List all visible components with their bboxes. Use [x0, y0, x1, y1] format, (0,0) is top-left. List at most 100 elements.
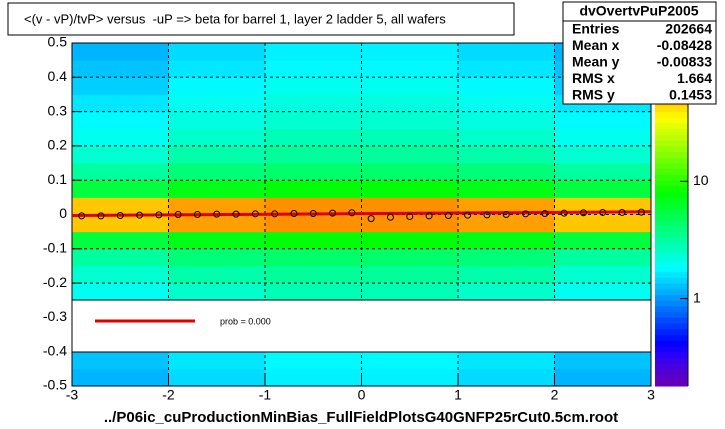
colorbar-step: [655, 197, 688, 204]
heat-cell: [458, 214, 555, 233]
colorbar-step: [655, 208, 688, 215]
profile-point: [386, 213, 394, 221]
profile-point: [444, 212, 452, 220]
colorbar-step: [655, 117, 688, 124]
heat-cell: [458, 94, 555, 113]
stats-label: Mean x: [572, 37, 620, 53]
heat-cell: [458, 265, 555, 284]
colorbar-step: [655, 288, 688, 296]
colorbar-step: [655, 140, 688, 147]
colorbar-step: [655, 323, 688, 330]
heat-cell: [72, 94, 169, 113]
fit-line: [71, 210, 652, 218]
heat-cell: [72, 248, 169, 267]
x-tick-label: -1: [259, 387, 272, 403]
profile-point: [541, 209, 549, 217]
heat-cell: [168, 180, 266, 198]
x-axis-label: ../P06ic_cuProductionMinBias_FullFieldPl…: [104, 409, 618, 426]
heat-cell: [265, 145, 362, 164]
heat-cell: [168, 214, 266, 233]
heat-cell: [265, 231, 362, 250]
colorbar-step: [655, 305, 688, 313]
heat-cell: [72, 60, 169, 78]
stats-frame: [562, 1, 717, 105]
heat-cell: [265, 94, 362, 113]
heat-cell: [458, 231, 555, 250]
colorbar-step: [655, 243, 688, 250]
profile-point: [348, 209, 356, 217]
colorbar-step: [655, 334, 688, 341]
heat-cell: [72, 231, 169, 250]
legend-label: prob = 0.000: [220, 316, 271, 326]
heat-cell: [265, 180, 362, 198]
colorbar-step: [655, 363, 688, 370]
colorbar-step: [655, 128, 688, 135]
profile-point: [522, 210, 530, 218]
stats-value: -0.08428: [657, 37, 712, 53]
y-tick-label: -0.1: [43, 240, 67, 256]
y-tick-label: 0.3: [48, 102, 68, 118]
heat-cell: [72, 265, 169, 284]
profile-point: [483, 211, 491, 219]
profile-point: [251, 210, 259, 218]
heat-cell: [168, 128, 266, 147]
y-tick-label: 0.5: [48, 34, 68, 50]
heat-cell: [265, 111, 362, 130]
heat-cell: [168, 43, 266, 61]
x-tick-label: -2: [162, 387, 175, 403]
heat-cell: [168, 351, 266, 370]
x-tick-label: 0: [358, 387, 366, 403]
plot-area: [72, 43, 652, 387]
heat-cell: [361, 163, 459, 181]
profile-point: [193, 211, 201, 218]
heat-cell: [265, 60, 362, 78]
heat-cell: [458, 248, 555, 267]
y-tick-label: 0.4: [48, 68, 68, 84]
stats-label: Entries: [572, 21, 620, 37]
title-box: [7, 2, 515, 36]
colorbar-step: [655, 328, 688, 336]
profile-point: [502, 211, 510, 218]
profile-point: [367, 215, 375, 223]
profile-point: [599, 208, 607, 216]
profile-point: [213, 210, 221, 218]
stats-box: dvOvertvPuP2005 Entries 202664 Mean x -0.084…: [562, 1, 717, 105]
colorbar-step: [655, 357, 688, 364]
colorbar-step: [655, 157, 688, 164]
colorbar-step: [655, 294, 688, 301]
heat-cell: [168, 231, 266, 250]
colorbar-step: [655, 168, 688, 175]
colorbar-step: [655, 237, 688, 244]
heat-cell: [168, 248, 266, 267]
heat-cell: [265, 128, 362, 147]
colorbar-step: [655, 134, 688, 141]
profile-point: [637, 208, 645, 216]
stats-title: dvOvertvPuP2005: [579, 3, 698, 19]
colorbar-step: [655, 254, 688, 261]
heat-cell: [458, 163, 555, 181]
colorbar-step: [655, 345, 688, 353]
heat-cell: [72, 283, 169, 301]
heat-cell: [458, 368, 555, 387]
stats-value: -0.00833: [657, 54, 712, 70]
heat-cell: [168, 94, 266, 113]
heat-cell: [458, 197, 555, 215]
colorbar-step: [655, 351, 688, 358]
stats-label: RMS x: [572, 70, 615, 86]
colorbar-step: [655, 231, 688, 238]
profile-point: [406, 213, 414, 221]
stats-value: 0.1453: [669, 87, 712, 103]
stats-value: 1.664: [677, 70, 712, 86]
profile-point: [425, 212, 433, 220]
colorbar-step: [655, 317, 688, 324]
colorbar-step: [655, 105, 688, 113]
colorbar-step: [655, 300, 688, 307]
profile-point: [290, 209, 298, 217]
colorbar-step: [655, 248, 688, 256]
stats-label: Mean y: [572, 54, 620, 70]
colorbar-step: [655, 185, 688, 193]
heat-cell: [361, 248, 459, 267]
colorbar-step: [655, 368, 688, 376]
profile-point: [271, 210, 279, 218]
y-tick-label: -0.2: [43, 274, 67, 290]
